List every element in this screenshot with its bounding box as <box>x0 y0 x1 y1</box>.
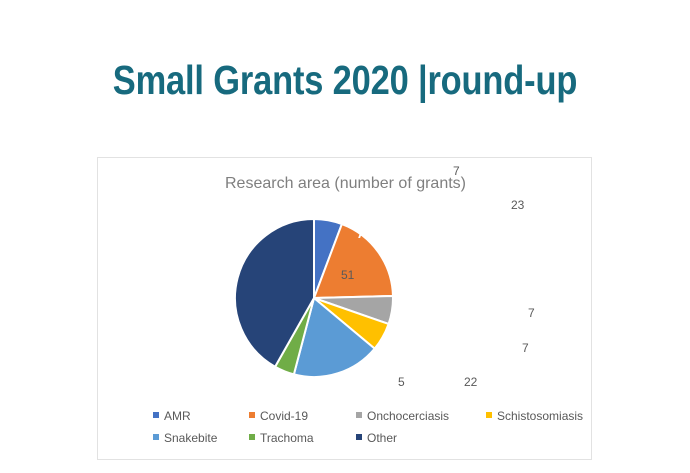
legend-swatch-icon <box>153 412 159 418</box>
page-title: Small Grants 2020 |round-up <box>112 57 578 103</box>
pie-chart[interactable] <box>234 218 394 378</box>
legend-item-other[interactable]: Other <box>356 429 397 451</box>
legend-item-onchocerciasis[interactable]: Onchocerciasis <box>356 407 449 429</box>
legend-swatch-icon <box>249 434 255 440</box>
legend-label: Schistosomiasis <box>497 409 584 423</box>
legend-item-snakebite[interactable]: Snakebite <box>153 429 217 451</box>
legend-label: Trachoma <box>260 431 314 445</box>
pie-chart-svg <box>234 218 394 378</box>
pie-slice-snakebite[interactable] <box>292 296 377 378</box>
chart-legend[interactable]: AMR Covid-19 Onchocerciasis Schistosomiasis… <box>153 407 583 451</box>
pie-data-label: 22 <box>464 375 478 389</box>
pie-data-label: 5 <box>398 375 405 389</box>
pie-slices <box>234 218 394 378</box>
legend-row: Snakebite Trachoma Other <box>153 429 553 451</box>
pie-data-label: 7 <box>528 306 535 320</box>
chart-title: Research area (number of grants) <box>225 175 466 192</box>
pie-data-label: 7 <box>453 164 460 178</box>
legend-label: Covid-19 <box>260 409 309 423</box>
legend-swatch-icon <box>249 412 255 418</box>
legend-item-schistosomiasis[interactable]: Schistosomiasis <box>486 407 583 429</box>
legend-swatch-icon <box>486 412 492 418</box>
pie-data-label: 23 <box>511 198 525 212</box>
legend-swatch-icon <box>356 434 362 440</box>
legend-label: Snakebite <box>164 431 218 445</box>
legend-swatch-icon <box>153 434 159 440</box>
chart-container[interactable]: Research area (number of grants) 7 23 7 7 22… <box>97 157 592 460</box>
legend-row: AMR Covid-19 Onchocerciasis Schistosomiasis <box>153 407 583 429</box>
legend-item-trachoma[interactable]: Trachoma <box>249 429 314 451</box>
pie-slice-other[interactable] <box>234 218 315 369</box>
pie-slice-covid-19[interactable] <box>312 222 394 300</box>
pie-data-label: 7 <box>522 341 529 355</box>
legend-swatch-icon <box>356 412 362 418</box>
pie-data-label: 51 <box>341 268 355 282</box>
legend-label: Other <box>367 431 398 445</box>
legend-item-covid-19[interactable]: Covid-19 <box>249 407 308 429</box>
legend-label: Onchocerciasis <box>367 409 450 423</box>
legend-item-amr[interactable]: AMR <box>153 407 191 429</box>
legend-label: AMR <box>164 409 191 423</box>
